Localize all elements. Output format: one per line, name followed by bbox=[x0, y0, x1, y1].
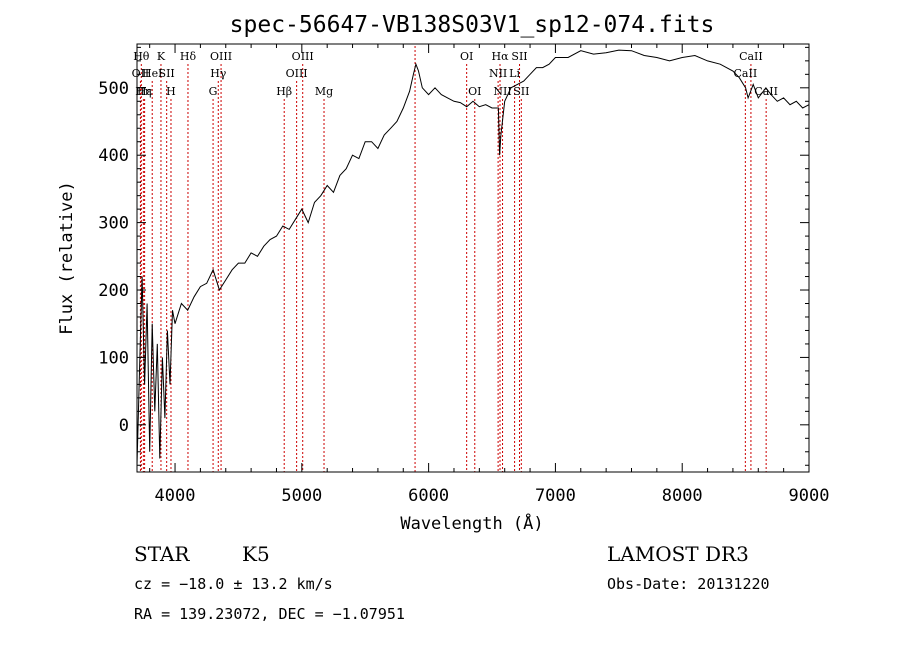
y-tick-label: 0 bbox=[119, 416, 129, 436]
x-tick-label: 9000 bbox=[789, 486, 830, 506]
x-axis-ticks: 4000 5000 6000 7000 8000 9000 bbox=[149, 44, 830, 506]
spectral-line-label: SII bbox=[513, 85, 529, 98]
spectral-line-label: OIII bbox=[210, 50, 232, 63]
survey-name: LAMOST DR3 bbox=[607, 542, 749, 566]
spectral-lines bbox=[139, 46, 767, 472]
object-subclass: K5 bbox=[242, 542, 270, 566]
y-axis-label: Flux (relative) bbox=[57, 181, 77, 335]
coordinates-readout: RA = 139.23072, DEC = −1.07951 bbox=[134, 605, 405, 623]
x-tick-label: 6000 bbox=[408, 486, 449, 506]
spectral-line-label: CaII bbox=[734, 67, 758, 80]
y-tick-label: 200 bbox=[98, 281, 129, 301]
y-tick-label: 400 bbox=[98, 146, 129, 166]
spectral-line-label: OII bbox=[132, 67, 150, 80]
y-tick-label: 300 bbox=[98, 214, 129, 234]
spectral-line-label: G bbox=[209, 85, 218, 98]
object-type: STAR bbox=[134, 542, 190, 566]
x-axis-label: Wavelength (Å) bbox=[400, 512, 543, 534]
spectral-line-label: K bbox=[157, 50, 166, 63]
spectral-line-label: HeI bbox=[142, 67, 162, 80]
chart-title: spec-56647-VB138S03V1_sp12-074.fits bbox=[230, 12, 715, 38]
flux-series-line bbox=[136, 49, 810, 466]
plot-frame bbox=[136, 43, 810, 473]
spectral-line-label: Hθ bbox=[133, 50, 150, 63]
spectral-line-label: H bbox=[166, 85, 176, 98]
spectral-line-label: OI bbox=[460, 50, 473, 63]
spectral-line-label: Hδ bbox=[180, 50, 197, 63]
spectral-line-label: SII bbox=[159, 67, 175, 80]
spectral-line-label: CaII bbox=[739, 50, 763, 63]
spectral-line-label: Hγ bbox=[210, 67, 227, 80]
y-tick-label: 500 bbox=[98, 79, 129, 99]
spectral-line-label: OIII bbox=[292, 50, 314, 63]
y-tick-label: 100 bbox=[98, 348, 129, 368]
spectral-line-label: NII bbox=[489, 67, 507, 80]
spectral-line-label: Mg bbox=[315, 85, 333, 98]
spectral-line-label: Hε bbox=[137, 85, 153, 98]
spectral-line-label: OIII bbox=[286, 67, 308, 80]
redshift-readout: cz = −18.0 ± 13.2 km/s bbox=[134, 575, 333, 593]
spectral-line-label: OI bbox=[468, 85, 481, 98]
x-tick-label: 8000 bbox=[662, 486, 703, 506]
spectral-line-labels: HθOIIHηHεHeIKSIIHHδGHγOIIIHβOIIIOIIIMgOI… bbox=[132, 50, 778, 98]
spectral-line-label: Li bbox=[509, 67, 520, 80]
x-tick-label: 5000 bbox=[281, 486, 322, 506]
y-axis-ticks: 0 100 200 300 400 500 bbox=[98, 46, 809, 466]
x-tick-label: 4000 bbox=[155, 486, 196, 506]
observation-date: Obs-Date: 20131220 bbox=[607, 575, 770, 593]
x-tick-label: 7000 bbox=[535, 486, 576, 506]
spectral-line-label: NII bbox=[493, 85, 511, 98]
spectral-line-label: SII bbox=[511, 50, 527, 63]
spectral-line-label: Hα bbox=[491, 50, 509, 63]
spectral-line-label: Hβ bbox=[276, 85, 292, 98]
